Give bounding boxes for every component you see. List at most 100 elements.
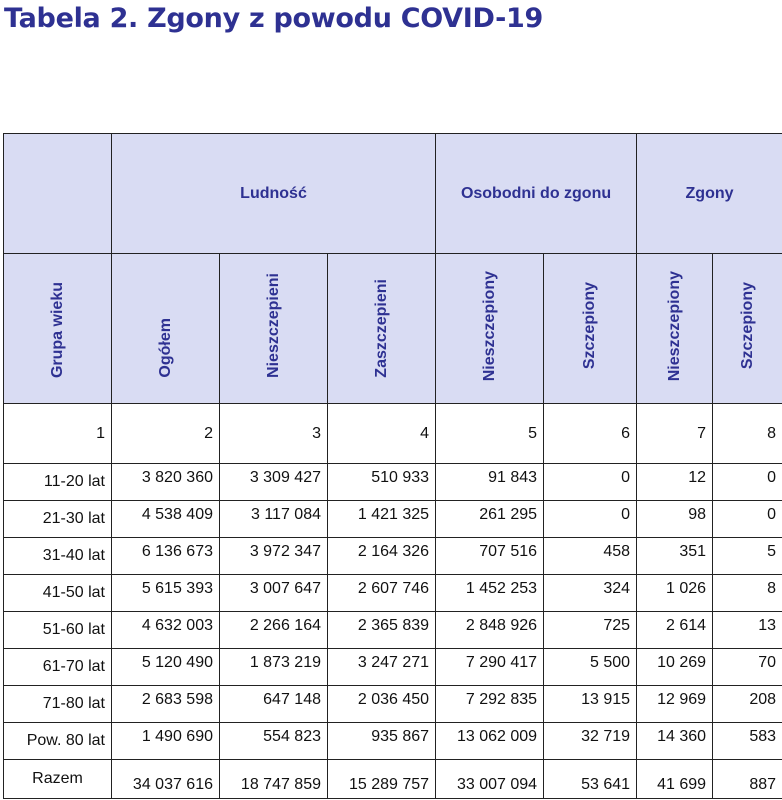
table-cell: 0 [543,500,638,538]
column-header-zaszczepieni: Zaszczepieni [326,253,437,404]
column-header-label: Szczepiony [738,282,756,370]
group-header-zgony: Zgony [636,133,782,254]
total-cell: 33 007 094 [435,759,545,799]
table-cell: 707 516 [435,537,545,575]
total-cell: 15 289 757 [326,759,437,799]
age-group-cell: 41-50 lat [3,574,112,612]
table-cell: 7 292 835 [435,685,545,723]
column-header-nieszczepieni: Nieszczepieni [219,253,328,404]
table-cell: 2 036 450 [326,685,437,723]
column-header-grupa-wieku: Grupa wieku [3,253,112,404]
column-header-label: Nieszczepieni [264,273,282,378]
age-group-cell: Pow. 80 lat [3,722,112,760]
table-row: 11-20 lat 3 820 360 3 309 427 510 933 91… [3,463,782,501]
column-header-label: Nieszczepiony [665,270,683,382]
table-cell: 5 615 393 [111,574,220,612]
header-corner-cell [3,133,112,254]
table-cell: 351 [636,537,714,575]
column-header-label: Szczepiony [581,282,599,370]
table-cell: 13 062 009 [435,722,545,760]
column-number: 3 [219,403,328,464]
table-cell: 1 452 253 [435,574,545,612]
column-header-label: Nieszczepiony [480,270,498,382]
table-cell: 2 683 598 [111,685,220,723]
table-cell: 2 365 839 [326,611,437,649]
table-cell: 510 933 [326,463,437,501]
table-cell: 0 [543,463,638,501]
table-cell: 0 [712,500,782,538]
table-cell: 8 [712,574,782,612]
table-cell: 2 266 164 [219,611,328,649]
table-cell: 1 421 325 [326,500,437,538]
table-cell: 5 120 490 [111,648,220,686]
table-cell: 3 972 347 [219,537,328,575]
deaths-table: Ludność Osobodni do zgonu Zgony Grupa wi… [3,133,782,799]
table-cell: 261 295 [435,500,545,538]
table-cell: 2 614 [636,611,714,649]
table-cell: 4 632 003 [111,611,220,649]
table-row: 71-80 lat 2 683 598 647 148 2 036 450 7 … [3,685,782,723]
table-cell: 647 148 [219,685,328,723]
column-header-zgony-nieszczepiony: Nieszczepiony [636,253,714,404]
column-number: 1 [3,403,112,464]
table-cell: 4 538 409 [111,500,220,538]
table-cell: 91 843 [435,463,545,501]
age-group-cell: 31-40 lat [3,537,112,575]
column-number: 2 [111,403,220,464]
column-number: 8 [712,403,782,464]
column-header-label: Zaszczepieni [372,279,390,378]
age-group-cell: 21-30 lat [3,500,112,538]
table-cell: 70 [712,648,782,686]
table-cell: 14 360 [636,722,714,760]
column-header-osobodni-szczepiony: Szczepiony [543,253,638,404]
total-cell: 887 [712,759,782,799]
total-cell: 53 641 [543,759,638,799]
table-cell: 725 [543,611,638,649]
table-cell: 3 309 427 [219,463,328,501]
column-header-zgony-szczepiony: Szczepiony [712,253,782,404]
table-cell: 324 [543,574,638,612]
table-cell: 1 026 [636,574,714,612]
total-row: Razem 34 037 616 18 747 859 15 289 757 3… [3,759,782,799]
total-cell: 18 747 859 [219,759,328,799]
table-cell: 13 915 [543,685,638,723]
table-cell: 3 117 084 [219,500,328,538]
total-label-cell: Razem [3,759,112,799]
age-group-cell: 61-70 lat [3,648,112,686]
column-header-ogolem: Ogółem [111,253,220,404]
table-cell: 2 607 746 [326,574,437,612]
table-cell: 3 247 271 [326,648,437,686]
table-cell: 13 [712,611,782,649]
group-header-osobodni: Osobodni do zgonu [435,133,638,254]
table-cell: 1 873 219 [219,648,328,686]
table-cell: 2 848 926 [435,611,545,649]
table-cell: 3 007 647 [219,574,328,612]
table-cell: 32 719 [543,722,638,760]
table-cell: 12 [636,463,714,501]
group-header-ludnosc: Ludność [110,133,437,254]
table-cell: 5 [712,537,782,575]
table-row: 21-30 lat 4 538 409 3 117 084 1 421 325 … [3,500,782,538]
table-cell: 98 [636,500,714,538]
table-row: 61-70 lat 5 120 490 1 873 219 3 247 271 … [3,648,782,686]
table-cell: 3 820 360 [111,463,220,501]
column-number: 7 [636,403,714,464]
page-title: Tabela 2. Zgony z powodu COVID-19 [4,3,543,34]
age-group-cell: 51-60 lat [3,611,112,649]
column-number: 6 [543,403,638,464]
table-cell: 12 969 [636,685,714,723]
total-cell: 41 699 [636,759,714,799]
table-cell: 10 269 [636,648,714,686]
table-cell: 583 [712,722,782,760]
column-number: 5 [435,403,545,464]
column-header-label: Ogółem [156,318,174,378]
table-row: 31-40 lat 6 136 673 3 972 347 2 164 326 … [3,537,782,575]
total-cell: 34 037 616 [111,759,220,799]
table-cell: 1 490 690 [111,722,220,760]
table-cell: 5 500 [543,648,638,686]
column-header-label: Grupa wieku [48,281,66,378]
table-cell: 935 867 [326,722,437,760]
table-cell: 0 [712,463,782,501]
table-row: Pow. 80 lat 1 490 690 554 823 935 867 13… [3,722,782,760]
table-cell: 7 290 417 [435,648,545,686]
